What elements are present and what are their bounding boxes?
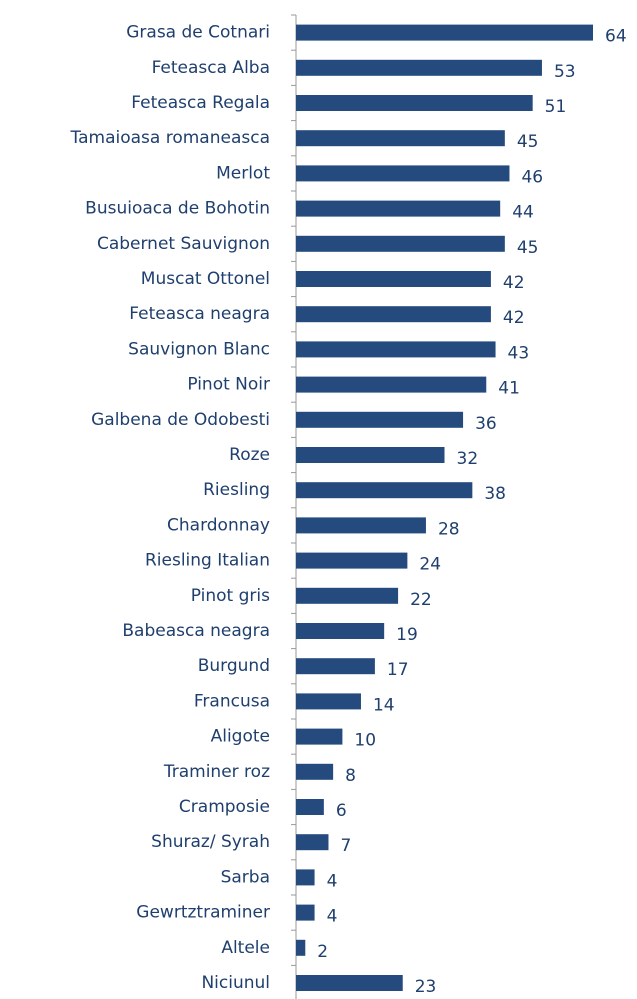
category-label: Roze [229, 445, 270, 465]
bar [296, 411, 464, 428]
bar [296, 306, 491, 323]
category-label: Aligote [211, 727, 270, 747]
value-label: 4 [327, 871, 338, 891]
category-label: Cabernet Sauvignon [97, 234, 270, 254]
category-label: Gewrtztraminer [136, 903, 270, 923]
bar [296, 200, 501, 217]
value-label: 19 [396, 625, 418, 645]
value-label: 32 [457, 449, 479, 469]
value-label: 23 [415, 977, 437, 997]
value-label: 6 [336, 801, 347, 821]
value-label: 51 [545, 97, 567, 117]
value-label: 45 [517, 132, 539, 152]
value-label: 7 [340, 836, 351, 856]
bar [296, 59, 542, 76]
category-label: Pinot gris [191, 586, 270, 606]
category-label: Grasa de Cotnari [126, 23, 270, 43]
category-label: Burgund [198, 656, 270, 676]
category-label: Merlot [216, 163, 270, 183]
bar [296, 24, 593, 41]
category-label: Riesling Italian [145, 551, 270, 571]
value-label: 36 [475, 414, 497, 434]
bar [296, 517, 426, 534]
value-label: 44 [512, 203, 534, 223]
bar [296, 482, 473, 499]
category-label: Niciunul [201, 973, 270, 993]
bar [296, 939, 306, 956]
category-label: Galbena de Odobesti [91, 410, 270, 430]
category-label: Sauvignon Blanc [128, 339, 270, 359]
category-label: Francusa [194, 691, 270, 711]
bar [296, 165, 510, 182]
bar [296, 869, 315, 886]
category-label: Altele [221, 938, 270, 958]
value-label: 45 [517, 238, 539, 258]
category-label: Feteasca neagra [129, 304, 270, 324]
value-label: 24 [419, 555, 441, 575]
category-label: Feteasca Alba [152, 58, 270, 78]
value-label: 53 [554, 62, 576, 82]
bar [296, 728, 343, 745]
value-label: 22 [410, 590, 432, 610]
category-label: Traminer roz [163, 762, 270, 782]
category-label: Babeasca neagra [122, 621, 270, 641]
category-label: Pinot Noir [187, 375, 270, 395]
bar [296, 623, 385, 639]
category-label: Busuioaca de Bohotin [85, 199, 270, 219]
bar [296, 587, 399, 604]
category-label: Sarba [221, 867, 270, 887]
category-label: Riesling [203, 480, 270, 500]
value-label: 28 [438, 519, 460, 539]
value-label: 41 [498, 379, 520, 399]
bar [296, 799, 324, 815]
value-label: 42 [503, 308, 525, 328]
bar [296, 763, 334, 780]
category-label: Chardonnay [167, 515, 270, 535]
value-label: 43 [508, 343, 530, 363]
category-label: Shuraz/ Syrah [151, 832, 270, 852]
bar [296, 552, 408, 569]
bar [296, 376, 487, 393]
value-label: 4 [327, 907, 338, 927]
bar [296, 95, 533, 111]
category-label: Cramposie [179, 797, 270, 817]
value-label: 38 [484, 484, 506, 504]
bar [296, 658, 375, 675]
value-label: 17 [387, 660, 409, 680]
value-label: 2 [317, 942, 328, 962]
category-label: Feteasca Regala [131, 93, 270, 113]
bar [296, 904, 315, 921]
value-label: 42 [503, 273, 525, 293]
category-label: Tamaioasa romaneasca [70, 128, 270, 148]
bar [296, 693, 361, 710]
bar [296, 341, 496, 358]
value-label: 64 [605, 27, 627, 47]
bar [296, 975, 403, 991]
category-label: Muscat Ottonel [141, 269, 270, 289]
bar [296, 834, 329, 851]
value-label: 8 [345, 766, 356, 786]
bar [296, 447, 445, 463]
bar [296, 130, 505, 147]
value-label: 46 [521, 167, 543, 187]
bar [296, 271, 491, 287]
bar [296, 235, 505, 252]
value-label: 10 [354, 731, 376, 751]
value-label: 14 [373, 695, 395, 715]
